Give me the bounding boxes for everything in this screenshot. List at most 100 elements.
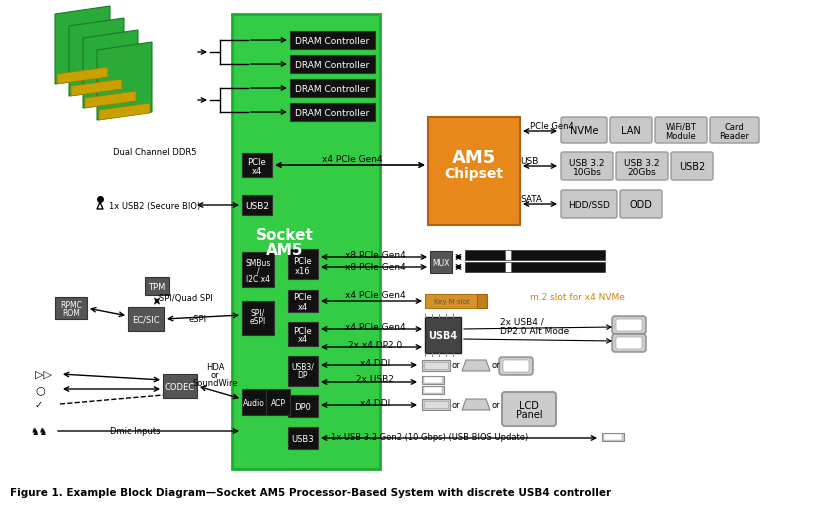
Text: Reader: Reader <box>718 131 748 140</box>
FancyBboxPatch shape <box>615 337 641 349</box>
Bar <box>505 250 510 261</box>
Text: 1x USB 3.2 Gen2 (10 Gbps) (USB BIOS Update): 1x USB 3.2 Gen2 (10 Gbps) (USB BIOS Upda… <box>331 432 528 441</box>
Text: Card: Card <box>723 122 743 131</box>
Bar <box>428 118 519 226</box>
FancyBboxPatch shape <box>499 358 532 375</box>
Text: eSPI: eSPI <box>188 315 207 324</box>
Bar <box>242 301 274 335</box>
FancyBboxPatch shape <box>560 153 613 181</box>
FancyBboxPatch shape <box>609 118 651 144</box>
Text: Panel: Panel <box>515 409 541 419</box>
Bar <box>423 387 441 393</box>
FancyBboxPatch shape <box>560 190 616 219</box>
Text: ○: ○ <box>35 384 45 394</box>
Text: x4 DDI: x4 DDI <box>360 399 390 408</box>
Text: x4 PCIe Gen4: x4 PCIe Gen4 <box>321 154 382 163</box>
Bar <box>422 360 450 371</box>
Text: RPMC: RPMC <box>60 300 82 309</box>
FancyBboxPatch shape <box>560 118 606 144</box>
Text: USB4: USB4 <box>428 330 457 340</box>
Bar <box>242 252 274 287</box>
Text: SPI/: SPI/ <box>251 308 265 317</box>
Text: or: or <box>491 361 500 370</box>
Bar <box>464 263 604 273</box>
Text: EC/SIC: EC/SIC <box>132 315 160 324</box>
Text: SPI/Quad SPI: SPI/Quad SPI <box>159 293 213 302</box>
Bar <box>422 399 450 410</box>
Bar <box>423 401 447 408</box>
Text: DP0: DP0 <box>294 401 311 411</box>
Bar <box>265 389 290 415</box>
Bar <box>604 434 622 440</box>
Bar <box>290 56 374 74</box>
Text: SMBus: SMBus <box>245 258 270 267</box>
Bar <box>477 294 486 309</box>
Text: AM5: AM5 <box>451 148 495 167</box>
Text: Figure 1. Example Block Diagram—Socket AM5 Processor-Based System with discrete : Figure 1. Example Block Diagram—Socket A… <box>10 487 610 497</box>
Text: USB3: USB3 <box>292 434 314 442</box>
Bar <box>464 250 604 261</box>
Text: x4 DDI: x4 DDI <box>360 358 390 367</box>
Text: or: or <box>210 371 219 380</box>
Text: SoundWire: SoundWire <box>192 379 238 388</box>
Text: SATA: SATA <box>519 194 541 203</box>
Bar <box>290 104 374 122</box>
Bar <box>145 277 169 295</box>
Bar <box>287 357 318 386</box>
Bar <box>242 154 272 178</box>
Bar <box>287 249 318 279</box>
FancyBboxPatch shape <box>501 392 555 426</box>
Bar <box>290 32 374 50</box>
Bar <box>423 377 441 383</box>
Polygon shape <box>461 360 490 371</box>
Text: ♞♞: ♞♞ <box>30 426 48 436</box>
Text: ▷▷: ▷▷ <box>35 369 52 379</box>
Text: PCIe: PCIe <box>293 326 312 335</box>
Text: x4 PCIe Gen4: x4 PCIe Gen4 <box>344 291 405 300</box>
Bar <box>424 317 460 353</box>
Text: TPM: TPM <box>148 282 165 291</box>
Bar <box>601 433 623 441</box>
Text: x8 PCIe Gen4: x8 PCIe Gen4 <box>344 250 405 259</box>
Text: PCIe: PCIe <box>293 256 312 265</box>
Bar <box>242 389 265 415</box>
Text: WiFi/BT: WiFi/BT <box>665 122 695 131</box>
Text: USB2: USB2 <box>245 201 269 210</box>
Bar <box>163 374 197 398</box>
Text: m.2 slot for x4 NVMe: m.2 slot for x4 NVMe <box>529 293 624 302</box>
FancyBboxPatch shape <box>611 316 645 334</box>
Text: DRAM Controller: DRAM Controller <box>295 61 369 69</box>
Text: /: / <box>256 266 259 275</box>
FancyBboxPatch shape <box>670 153 713 181</box>
Bar <box>505 263 510 273</box>
Text: Key M slot: Key M slot <box>433 298 469 305</box>
Bar <box>287 322 318 346</box>
Text: I2C x4: I2C x4 <box>246 274 269 283</box>
Polygon shape <box>55 7 110 85</box>
Text: x8 PCIe Gen4: x8 PCIe Gen4 <box>344 263 405 272</box>
Polygon shape <box>57 68 108 85</box>
Text: DRAM Controller: DRAM Controller <box>295 36 369 45</box>
Text: PCIe: PCIe <box>247 157 266 166</box>
Text: x4: x4 <box>297 335 308 344</box>
Polygon shape <box>71 80 122 97</box>
Text: x4: x4 <box>297 302 308 311</box>
Text: Dual Channel DDR5: Dual Channel DDR5 <box>113 147 197 156</box>
Text: ✓: ✓ <box>35 399 43 409</box>
Text: ODD: ODD <box>629 199 652 210</box>
Text: USB2: USB2 <box>678 162 704 172</box>
Bar <box>232 15 379 469</box>
Text: USB: USB <box>519 156 538 165</box>
Text: or: or <box>451 400 459 410</box>
FancyBboxPatch shape <box>654 118 706 144</box>
Text: ROM: ROM <box>62 308 79 317</box>
Text: NVMe: NVMe <box>569 126 598 136</box>
Text: x4 PCIe Gen4: x4 PCIe Gen4 <box>344 323 405 332</box>
Polygon shape <box>97 43 152 121</box>
Bar <box>55 297 87 319</box>
Text: 10Gbs: 10Gbs <box>572 167 600 176</box>
Text: x16: x16 <box>295 266 310 275</box>
Bar <box>290 80 374 98</box>
FancyBboxPatch shape <box>615 153 667 181</box>
Polygon shape <box>461 399 490 410</box>
